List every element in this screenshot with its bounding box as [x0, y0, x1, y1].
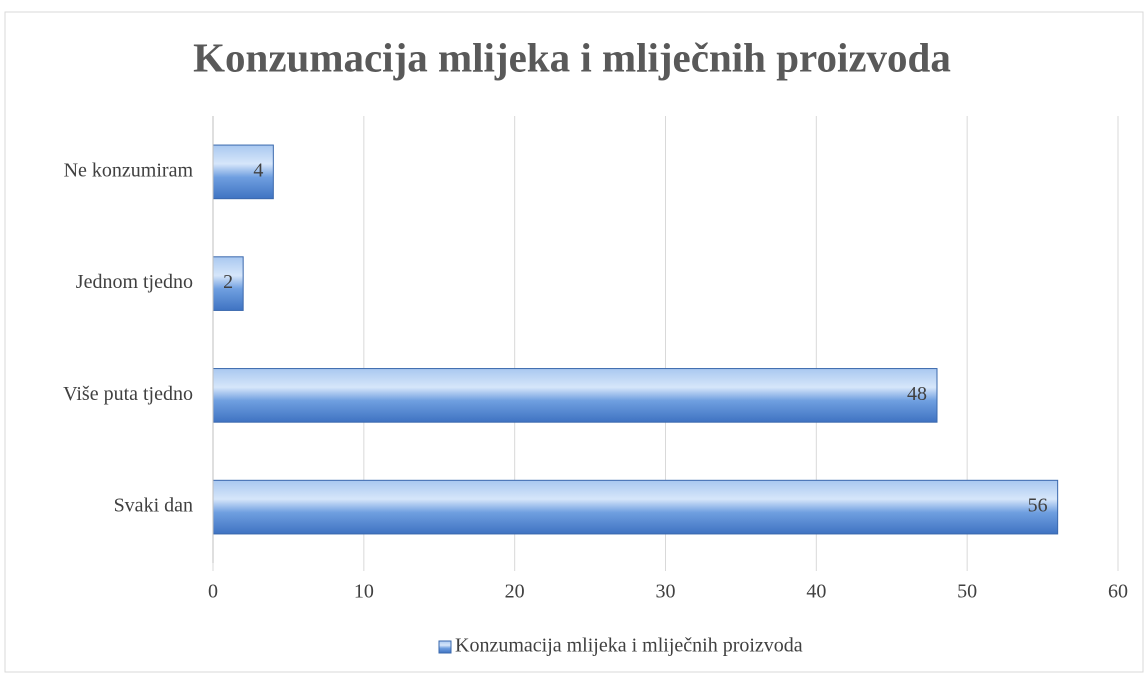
- y-tick-label: Više puta tjedno: [63, 383, 193, 405]
- data-label: 4: [253, 159, 263, 181]
- legend-swatch: [438, 640, 452, 654]
- chart-title: Konzumacija mlijeka i mliječnih proizvod…: [193, 34, 951, 80]
- x-tick-label: 0: [208, 581, 218, 603]
- bar: [212, 144, 274, 200]
- data-label: 2: [223, 271, 233, 293]
- y-tick-label: Ne konzumiram: [64, 159, 194, 181]
- x-tick-label: 50: [957, 581, 977, 603]
- legend-label: Konzumacija mlijeka i mliječnih proizvod…: [455, 635, 803, 657]
- y-tick-label: Jednom tjedno: [76, 271, 193, 293]
- x-tick-label: 20: [505, 581, 525, 603]
- bar: [212, 479, 1059, 535]
- chart-border: [4, 11, 1144, 673]
- y-tick-label: Svaki dan: [114, 495, 193, 517]
- data-label: 48: [907, 383, 927, 405]
- x-tick-label: 40: [806, 581, 826, 603]
- bar: [212, 368, 938, 423]
- x-tick-label: 30: [656, 581, 676, 603]
- x-tick-label: 60: [1108, 581, 1128, 603]
- x-tick-label: 10: [354, 581, 374, 603]
- data-label: 56: [1028, 495, 1048, 517]
